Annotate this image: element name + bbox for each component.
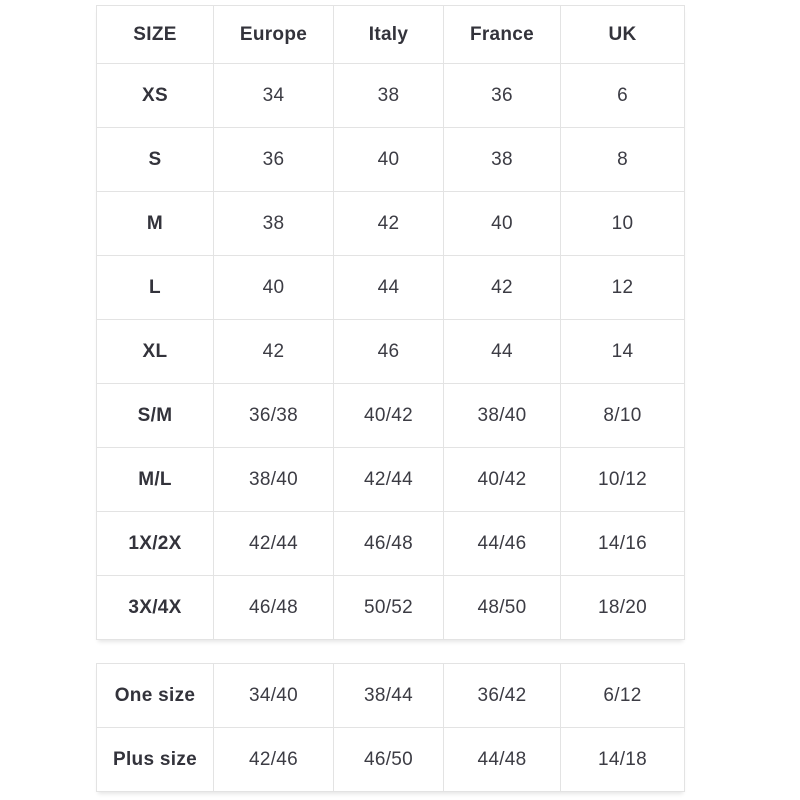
table-row-s: S 36 40 38 8 [96, 127, 685, 192]
value-cell: 46/48 [213, 575, 334, 640]
header-cell-uk: UK [560, 5, 685, 64]
value-cell: 40/42 [443, 447, 561, 512]
value-cell: 40 [213, 255, 334, 320]
value-cell: 8 [560, 127, 685, 192]
value-cell: 6 [560, 63, 685, 128]
value-cell: 10 [560, 191, 685, 256]
value-cell: 10/12 [560, 447, 685, 512]
header-cell-italy: Italy [333, 5, 444, 64]
table-row-3x4x: 3X/4X 46/48 50/52 48/50 18/20 [96, 575, 685, 640]
size-cell: XL [96, 319, 214, 384]
value-cell: 38 [213, 191, 334, 256]
value-cell: 48/50 [443, 575, 561, 640]
value-cell: 38 [443, 127, 561, 192]
value-cell: 36 [443, 63, 561, 128]
value-cell: 36/38 [213, 383, 334, 448]
size-cell: 1X/2X [96, 511, 214, 576]
value-cell: 44 [333, 255, 444, 320]
table-row-sm: S/M 36/38 40/42 38/40 8/10 [96, 383, 685, 448]
value-cell: 50/52 [333, 575, 444, 640]
header-cell-size: SIZE [96, 5, 214, 64]
header-cell-france: France [443, 5, 561, 64]
value-cell: 46/50 [333, 727, 444, 792]
table-row-m: M 38 42 40 10 [96, 191, 685, 256]
value-cell: 36 [213, 127, 334, 192]
header-row: SIZE Europe Italy France UK [96, 5, 685, 64]
table-row-l: L 40 44 42 12 [96, 255, 685, 320]
value-cell: 40 [333, 127, 444, 192]
size-chart-section: SIZE Europe Italy France UK XS 34 38 36 … [96, 5, 685, 792]
value-cell: 34 [213, 63, 334, 128]
value-cell: 44 [443, 319, 561, 384]
header-cell-europe: Europe [213, 5, 334, 64]
size-cell: XS [96, 63, 214, 128]
table-row-one-size: One size 34/40 38/44 36/42 6/12 [96, 663, 685, 728]
value-cell: 8/10 [560, 383, 685, 448]
value-cell: 44/48 [443, 727, 561, 792]
value-cell: 38 [333, 63, 444, 128]
value-cell: 42 [443, 255, 561, 320]
size-cell: L [96, 255, 214, 320]
table-row-plus-size: Plus size 42/46 46/50 44/48 14/18 [96, 727, 685, 792]
value-cell: 14/18 [560, 727, 685, 792]
value-cell: 42 [213, 319, 334, 384]
value-cell: 14/16 [560, 511, 685, 576]
value-cell: 42/46 [213, 727, 334, 792]
value-cell: 36/42 [443, 663, 561, 728]
size-cell: M [96, 191, 214, 256]
value-cell: 46/48 [333, 511, 444, 576]
value-cell: 18/20 [560, 575, 685, 640]
size-cell: 3X/4X [96, 575, 214, 640]
value-cell: 38/40 [213, 447, 334, 512]
size-cell: S/M [96, 383, 214, 448]
value-cell: 42/44 [333, 447, 444, 512]
value-cell: 40 [443, 191, 561, 256]
size-cell: Plus size [96, 727, 214, 792]
size-cell: M/L [96, 447, 214, 512]
value-cell: 6/12 [560, 663, 685, 728]
table-row-ml: M/L 38/40 42/44 40/42 10/12 [96, 447, 685, 512]
value-cell: 38/40 [443, 383, 561, 448]
value-cell: 14 [560, 319, 685, 384]
table-row-xs: XS 34 38 36 6 [96, 63, 685, 128]
value-cell: 40/42 [333, 383, 444, 448]
value-cell: 44/46 [443, 511, 561, 576]
size-cell: One size [96, 663, 214, 728]
size-cell: S [96, 127, 214, 192]
value-cell: 42 [333, 191, 444, 256]
special-size-table: One size 34/40 38/44 36/42 6/12 Plus siz… [96, 663, 685, 792]
value-cell: 42/44 [213, 511, 334, 576]
table-row-xl: XL 42 46 44 14 [96, 319, 685, 384]
size-conversion-table: SIZE Europe Italy France UK XS 34 38 36 … [96, 5, 685, 640]
table-row-1x2x: 1X/2X 42/44 46/48 44/46 14/16 [96, 511, 685, 576]
value-cell: 34/40 [213, 663, 334, 728]
value-cell: 12 [560, 255, 685, 320]
value-cell: 38/44 [333, 663, 444, 728]
value-cell: 46 [333, 319, 444, 384]
